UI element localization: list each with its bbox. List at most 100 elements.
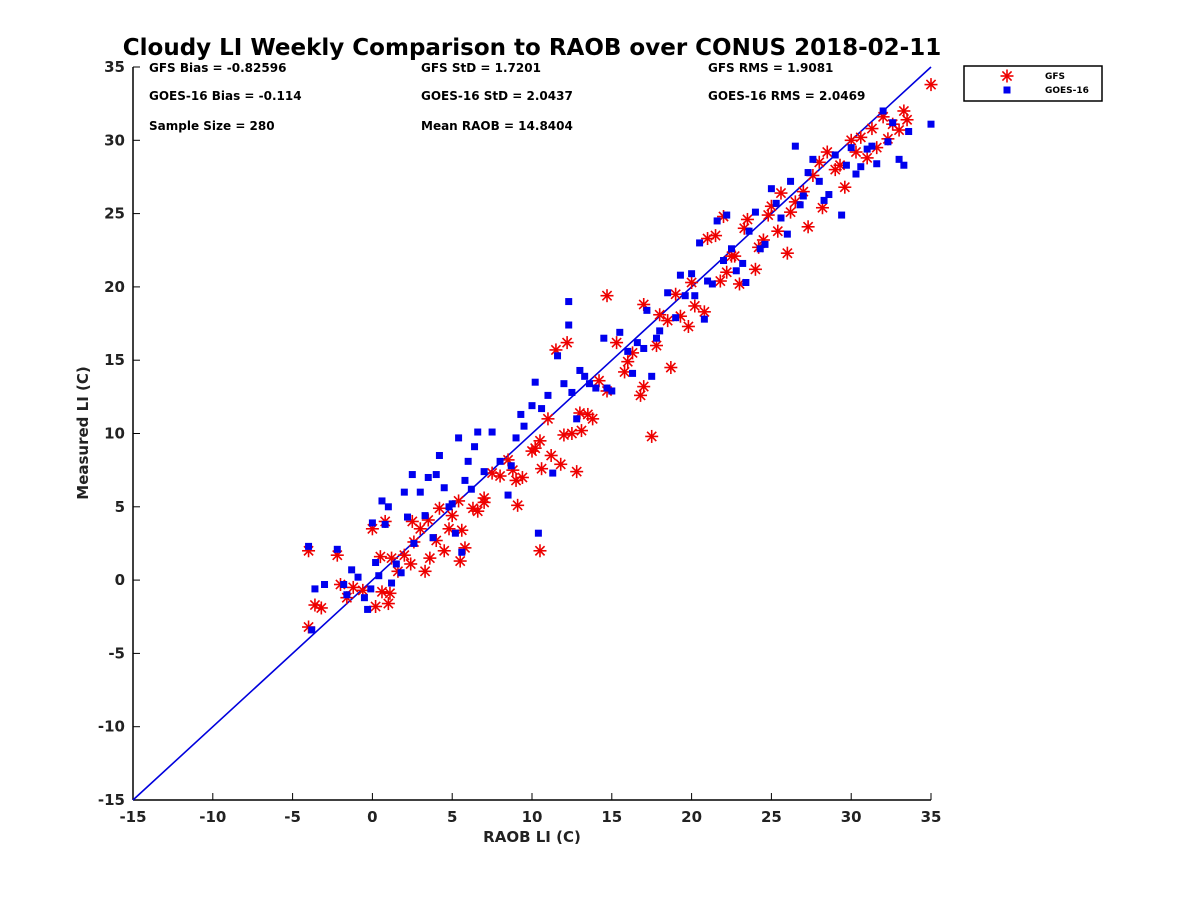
goes-16-point (565, 321, 573, 329)
gfs-point (375, 585, 389, 599)
goes-16-point (451, 529, 459, 537)
statistics-annotations: GFS Bias = -0.82596 GFS StD = 1.7201 GFS… (149, 61, 865, 133)
gfs-point (865, 122, 879, 136)
stat-goes-rms: GOES-16 RMS = 2.0469 (708, 89, 865, 103)
goes-16-point (432, 471, 440, 479)
goes-16-point (600, 334, 608, 342)
legend-box (963, 65, 1103, 102)
goes-16-point (838, 211, 846, 219)
gfs-point (771, 224, 785, 238)
y-tick-label: -15 (98, 791, 125, 809)
gfs-point (565, 427, 579, 440)
gfs-point (685, 276, 699, 290)
goes-16-point (616, 328, 624, 336)
goes-16-point (496, 457, 504, 465)
goes-16-point (648, 372, 656, 380)
gfs-point (713, 274, 727, 288)
goes-16-point (528, 402, 536, 410)
goes-16-point (868, 142, 876, 150)
goes-16-point (392, 560, 400, 568)
gfs-point (892, 123, 906, 137)
gfs-point (432, 501, 446, 515)
y-tick-label: 30 (104, 131, 125, 149)
goes-16-point (732, 267, 740, 275)
goes-16-point (895, 155, 903, 163)
gfs-point (900, 113, 914, 127)
gfs-point (709, 229, 723, 243)
gfs-point (554, 457, 568, 471)
goes-16-point (672, 314, 680, 322)
y-tick-label: -10 (98, 718, 125, 736)
goes-16-point (796, 201, 804, 209)
gfs-point (557, 428, 571, 442)
gfs-point (535, 462, 549, 476)
goes-16-point (560, 380, 568, 388)
goes-16-point (857, 163, 865, 171)
goes-16-point (791, 142, 799, 150)
goes-16-point (474, 428, 482, 436)
gfs-point (681, 319, 695, 333)
gfs-point (511, 498, 525, 512)
gfs-point (780, 246, 794, 260)
x-tick-label: -5 (284, 808, 301, 826)
goes-16-point (900, 161, 908, 169)
goes-16-point (879, 107, 887, 115)
y-tick-label: 35 (104, 58, 125, 76)
legend-marker-goes-16 (1003, 86, 1011, 94)
gfs-point (544, 448, 558, 462)
goes-16-point (381, 520, 389, 528)
goes-16-point (852, 170, 860, 178)
goes-16-point (783, 230, 791, 238)
gfs-point (820, 145, 834, 159)
goes-16-point (640, 344, 648, 352)
stat-mean-raob: Mean RAOB = 14.8404 (421, 119, 573, 133)
goes-16-point (388, 579, 396, 587)
goes-16-point (787, 177, 795, 185)
gfs-point (533, 434, 547, 448)
gfs-point (860, 151, 874, 165)
gfs-point (541, 412, 555, 426)
goes-16-point (629, 369, 637, 377)
legend-asterisk-marker (1000, 69, 1014, 83)
goes-16-point (761, 240, 769, 248)
gfs-point (413, 522, 427, 536)
goes-16-point (573, 415, 581, 423)
goes-16-point (367, 585, 375, 593)
gfs-point (774, 186, 788, 200)
goes-16-point (568, 388, 576, 396)
goes-16-point (448, 500, 456, 508)
gfs-point (346, 580, 360, 594)
goes-16-point (549, 469, 557, 477)
goes-16-point (488, 428, 496, 436)
gfs-point (418, 564, 432, 578)
goes-16-point (804, 169, 812, 177)
x-axis: -15 -10 -5 0 5 10 15 20 25 30 35 (119, 793, 941, 826)
gfs-point (618, 365, 632, 379)
x-tick-label: 25 (761, 808, 782, 826)
gfs-point (740, 212, 754, 226)
goes-16-point (544, 391, 552, 399)
goes-16-point (884, 138, 892, 146)
goes-16-point (340, 580, 348, 588)
goes-16-point (742, 279, 750, 287)
gfs-point (423, 551, 437, 565)
legend-label-goes-16: GOES-16 (1045, 86, 1089, 96)
gfs-point (397, 548, 411, 562)
goes-16-point (429, 534, 437, 542)
goes-16-point (408, 471, 416, 479)
gfs-point (748, 262, 762, 276)
goes-16-point (400, 488, 408, 496)
goes-16-point (410, 539, 418, 547)
goes-16-point (704, 277, 712, 285)
goes-16-point (440, 484, 448, 492)
y-tick-label: 20 (104, 278, 125, 296)
goes-16-point (384, 503, 392, 511)
gfs-point (897, 104, 911, 118)
goes-16-point (713, 217, 721, 225)
goes-16-point (624, 347, 632, 355)
gfs-point (381, 597, 395, 611)
gfs-point (645, 429, 659, 443)
gfs-point (570, 465, 584, 479)
gfs-point (373, 550, 387, 564)
goes-16-point (809, 155, 817, 163)
